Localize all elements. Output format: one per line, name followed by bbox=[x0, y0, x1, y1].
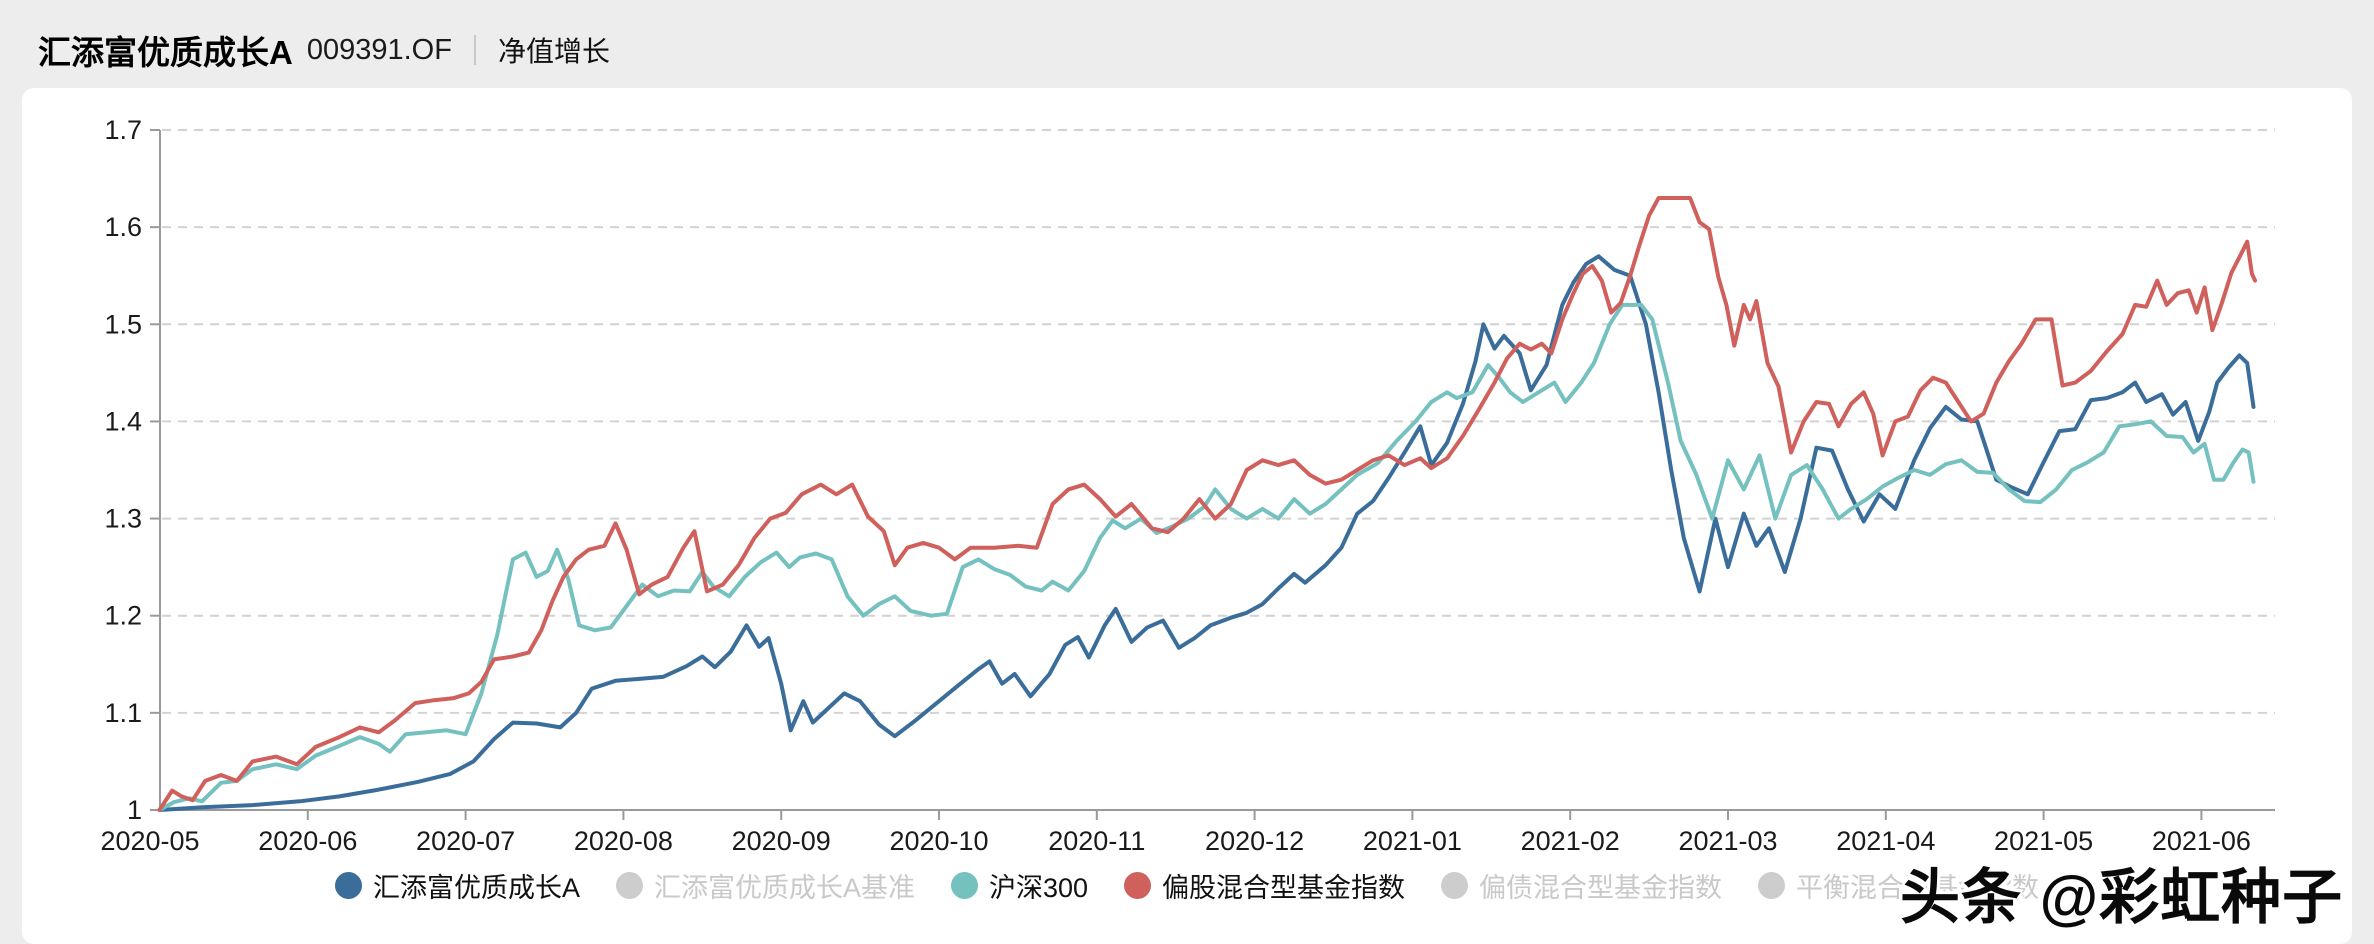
fund-code: 009391.OF bbox=[306, 33, 452, 66]
chart-card: 1 1.1 1.2 1.3 1.4 1.5 1.6 1.7 2020-05 2020-06 2020… bbox=[22, 88, 2352, 944]
x-tick-label: 2021-05 bbox=[1994, 826, 2093, 856]
x-tick-label: 2021-06 bbox=[2152, 826, 2251, 856]
nav-growth-chart[interactable]: 1 1.1 1.2 1.3 1.4 1.5 1.6 1.7 2020-05 2020-06 2020… bbox=[22, 88, 2352, 944]
x-tick-label: 2020-12 bbox=[1205, 826, 1304, 856]
y-tick-label: 1.7 bbox=[104, 115, 142, 145]
header: 汇添富优质成长A 009391.OF 净值增长 bbox=[0, 0, 2374, 88]
series-line-hs300[interactable] bbox=[157, 302, 2256, 812]
legend-label: 偏股混合型基金指数 bbox=[1162, 873, 1406, 903]
legend-dot-equity-hybrid-index bbox=[1124, 872, 1152, 899]
legend-dot-fund-benchmark bbox=[615, 872, 643, 899]
y-tick-label: 1.5 bbox=[104, 309, 142, 339]
y-tick-label: 1.3 bbox=[104, 504, 142, 534]
legend-label: 汇添富优质成长A bbox=[372, 873, 580, 903]
legend-dot-bond-hybrid-index bbox=[1441, 872, 1469, 899]
x-tick-label: 2020-05 bbox=[100, 826, 199, 856]
legend-dot-hs300 bbox=[950, 872, 978, 899]
x-tick-label: 2020-10 bbox=[889, 826, 988, 856]
y-tick-label: 1 bbox=[127, 795, 142, 825]
header-divider bbox=[473, 35, 476, 65]
legend-item-fund-benchmark[interactable]: 汇添富优质成长A基准 bbox=[615, 866, 915, 905]
y-tick-label: 1.6 bbox=[104, 212, 142, 242]
fund-name: 汇添富优质成长A bbox=[38, 34, 293, 71]
x-tick-label: 2020-06 bbox=[258, 826, 357, 856]
y-tick-label: 1.1 bbox=[104, 698, 142, 728]
legend-label: 偏债混合型基金指数 bbox=[1479, 873, 1723, 903]
y-tick-label: 1.4 bbox=[104, 406, 142, 436]
legend-item-equity-hybrid-index[interactable]: 偏股混合型基金指数 bbox=[1124, 866, 1405, 905]
legend-label: 沪深300 bbox=[988, 873, 1089, 903]
legend-label: 汇添富优质成长A基准 bbox=[653, 873, 915, 903]
x-tick-label: 2020-07 bbox=[416, 826, 515, 856]
legend-item-bond-hybrid-index[interactable]: 偏债混合型基金指数 bbox=[1441, 866, 1722, 905]
x-tick-label: 2021-04 bbox=[1836, 826, 1935, 856]
series-line-equity-hybrid-index[interactable] bbox=[157, 196, 2258, 812]
chart-legend: 汇添富优质成长A 汇添富优质成长A基准 沪深300 偏股混合型基金指数 偏债混合型基金指… bbox=[22, 866, 2352, 905]
x-tick-label: 2021-03 bbox=[1678, 826, 1777, 856]
watermark: 头条 @彩虹种子 bbox=[1900, 864, 2344, 931]
x-tick-label: 2020-08 bbox=[574, 826, 673, 856]
x-tick-label: 2021-01 bbox=[1363, 826, 1462, 856]
chart-type-label: 净值增长 bbox=[497, 36, 610, 67]
legend-dot-balanced-hybrid-index bbox=[1758, 872, 1786, 899]
legend-label: 平衡混合型基金指数 bbox=[1796, 873, 2040, 903]
y-tick-label: 1.2 bbox=[104, 601, 142, 631]
series-line-fund[interactable] bbox=[157, 254, 2256, 812]
legend-item-fund[interactable]: 汇添富优质成长A bbox=[334, 866, 580, 905]
x-tick-label: 2020-11 bbox=[1048, 826, 1145, 856]
legend-dot-fund bbox=[334, 872, 362, 899]
x-tick-label: 2020-09 bbox=[732, 826, 831, 856]
legend-item-balanced-hybrid-index[interactable]: 平衡混合型基金指数 bbox=[1758, 866, 2039, 905]
x-tick-label: 2021-02 bbox=[1521, 826, 1620, 856]
legend-item-hs300[interactable]: 沪深300 bbox=[950, 866, 1089, 905]
